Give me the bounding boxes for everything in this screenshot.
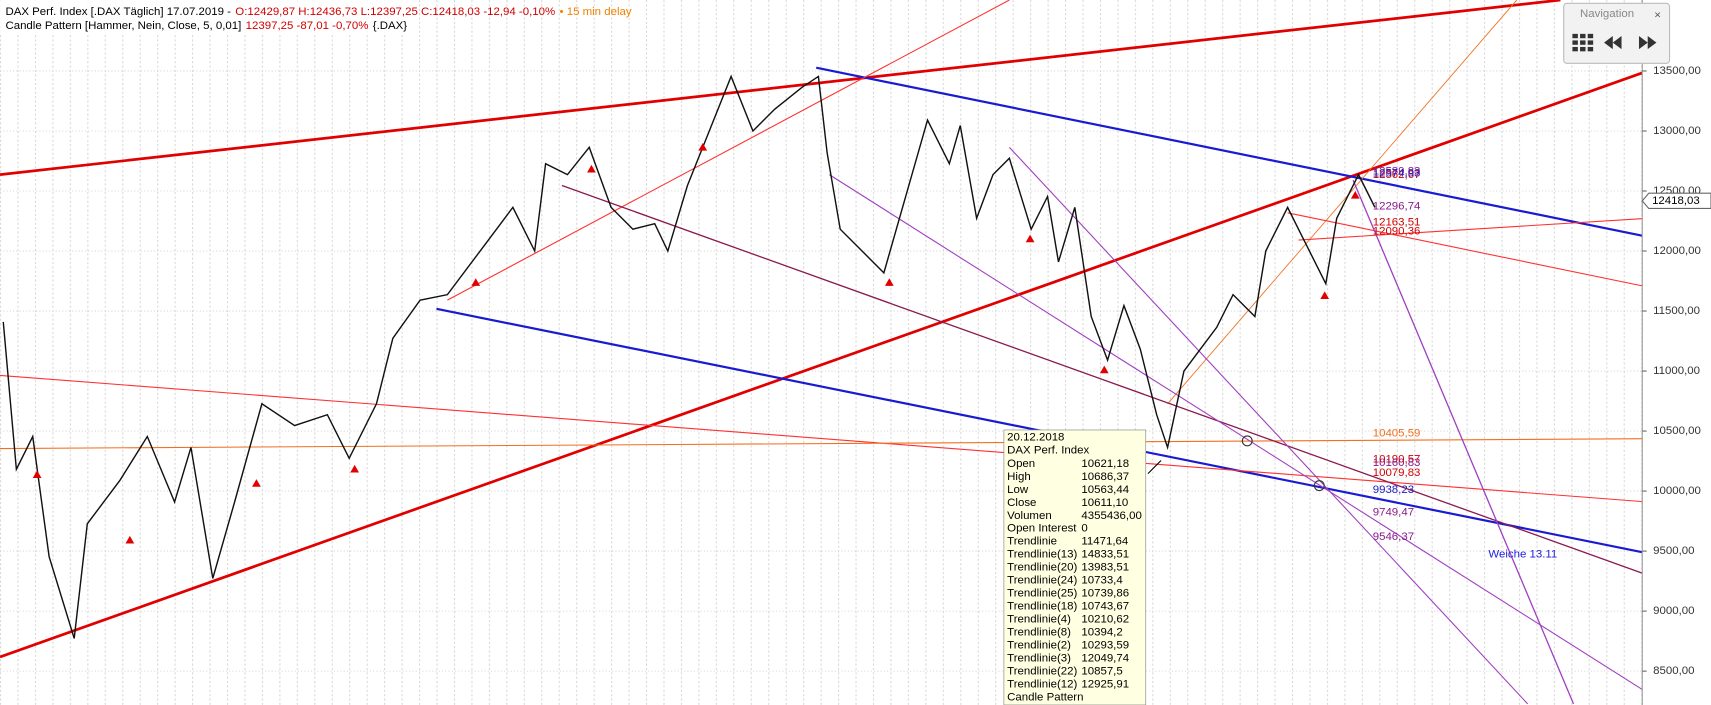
header-segment: 12397,25 -87,01 -0,70% [246, 20, 369, 32]
tooltip-value: 13983,51 [1081, 562, 1129, 574]
header-segment: O:12429,87 H:12436,73 L:12397,25 C:12418… [235, 6, 555, 18]
tooltip-key: Trendlinie(24) [1007, 575, 1077, 587]
tick-label: 12000,00 [1653, 245, 1701, 257]
tooltip-footer: Candle Pattern [1007, 692, 1083, 704]
tooltip-value: 10739,86 [1081, 588, 1129, 600]
line-value-label: 12090,36 [1373, 225, 1421, 237]
tooltip-key: Trendlinie(22) [1007, 666, 1077, 678]
line-value-label: 12296,74 [1373, 201, 1421, 213]
line-value-label: 12163,51 [1373, 217, 1421, 229]
tick-label: 13500,00 [1653, 65, 1701, 77]
line-value-label: 10405,59 [1373, 428, 1421, 440]
tooltip-value: 4355436,00 [1081, 510, 1141, 522]
tooltip-key: Low [1007, 484, 1029, 496]
tooltip-value: 10733,4 [1081, 575, 1123, 587]
line-value-label: 12589,83 [1373, 166, 1421, 178]
tick-label: 11000,00 [1653, 365, 1700, 377]
header: DAX Perf. Index [.DAX Täglich] 17.07.201… [0, 0, 632, 35]
tooltip-value: 10210,62 [1081, 614, 1129, 626]
tooltip-key: Trendlinie(2) [1007, 640, 1071, 652]
line-value-label: 12574,93 [1373, 167, 1421, 179]
tooltip-value: 14833,51 [1081, 549, 1129, 561]
tooltip-key: Trendlinie(3) [1007, 653, 1071, 665]
line-value-label: 10160,83 [1373, 457, 1421, 469]
line-value-label: 10190,57 [1373, 454, 1421, 466]
tooltip-key: Trendlinie(18) [1007, 601, 1077, 613]
current-price-label: 12418,03 [1652, 195, 1700, 207]
tooltip-value: 10686,37 [1081, 471, 1129, 483]
tooltip-value: 10621,18 [1081, 458, 1129, 470]
navigation-close[interactable]: × [1654, 9, 1661, 21]
horizontal-grid [0, 70, 1643, 672]
tick-label: 10000,00 [1653, 485, 1701, 497]
tooltip-value: 10293,59 [1081, 640, 1129, 652]
tick-label: 11500,00 [1653, 305, 1700, 317]
tooltip-key: Volumen [1007, 510, 1052, 522]
tooltip-key: Close [1007, 497, 1036, 509]
annotation: Weiche 13.11 [1488, 548, 1557, 560]
tooltip-key: High [1007, 471, 1031, 483]
tooltip-value: 10743,67 [1081, 601, 1129, 613]
tick-label: 8500,00 [1653, 665, 1694, 677]
header-segment: DAX Perf. Index [.DAX Täglich] 17.07.201… [5, 6, 231, 18]
tick-label: 10500,00 [1653, 425, 1701, 437]
tick-label: 9500,00 [1653, 545, 1694, 557]
pattern-markers [32, 142, 1360, 544]
header-segment: {.DAX} [373, 20, 408, 32]
navigation-buttons[interactable] [1572, 33, 1657, 52]
header-line: DAX Perf. Index [.DAX Täglich] 17.07.201… [5, 6, 631, 18]
tooltip-key: Trendlinie(8) [1007, 627, 1071, 639]
header-segment: Candle Pattern [Hammer, Nein, Close, 5, … [5, 20, 241, 32]
tooltip-key: Trendlinie(13) [1007, 549, 1077, 561]
header-segment: • 15 min delay [560, 6, 632, 18]
tooltip-value: 0 [1081, 523, 1087, 535]
tooltip-instrument: DAX Perf. Index [1007, 445, 1089, 457]
navigation-title: Navigation [1580, 8, 1634, 20]
line-value-label: 9749,47 [1373, 506, 1414, 518]
tooltip-key: Open [1007, 458, 1035, 470]
tooltip-key: Trendlinie [1007, 536, 1057, 548]
tooltip-key: Open Interest [1007, 523, 1077, 535]
price-axis-panel [1642, 0, 1711, 705]
tick-label: 9000,00 [1653, 605, 1694, 617]
tooltip-date: 20.12.2018 [1007, 432, 1064, 444]
grid-background [0, 0, 1643, 705]
header-line: Candle Pattern [Hammer, Nein, Close, 5, … [5, 20, 407, 32]
tooltip-value: 12049,74 [1081, 653, 1129, 665]
tooltip-value: 11471,64 [1081, 536, 1128, 548]
tick-label: 13000,00 [1653, 125, 1701, 137]
tooltip-key: Trendlinie(20) [1007, 562, 1077, 574]
tooltip-key: Trendlinie(4) [1007, 614, 1071, 626]
tooltip-value: 10563,44 [1081, 484, 1129, 496]
line-value-label: 10079,83 [1373, 467, 1421, 479]
tooltip-value: 10394,2 [1081, 627, 1122, 639]
tooltip-value: 12925,91 [1081, 679, 1129, 691]
tooltip-key: Trendlinie(12) [1007, 679, 1077, 691]
line-value-label: 12562,67 [1373, 169, 1421, 181]
tooltip-key: Trendlinie(25) [1007, 588, 1077, 600]
tooltip-value: 10857,5 [1081, 666, 1122, 678]
line-value-label: 9546,37 [1373, 531, 1414, 543]
navigation-panel: Navigation × [1563, 2, 1671, 64]
tick-label: 12500,00 [1653, 185, 1701, 197]
price-series [2, 74, 1376, 639]
line-value-label: 9938,23 [1373, 484, 1414, 496]
tooltip-value: 10611,10 [1081, 497, 1128, 509]
price-axis: 13500,00 13000,00 12500,00 12000,00 11500,00… [1641, 65, 1711, 677]
